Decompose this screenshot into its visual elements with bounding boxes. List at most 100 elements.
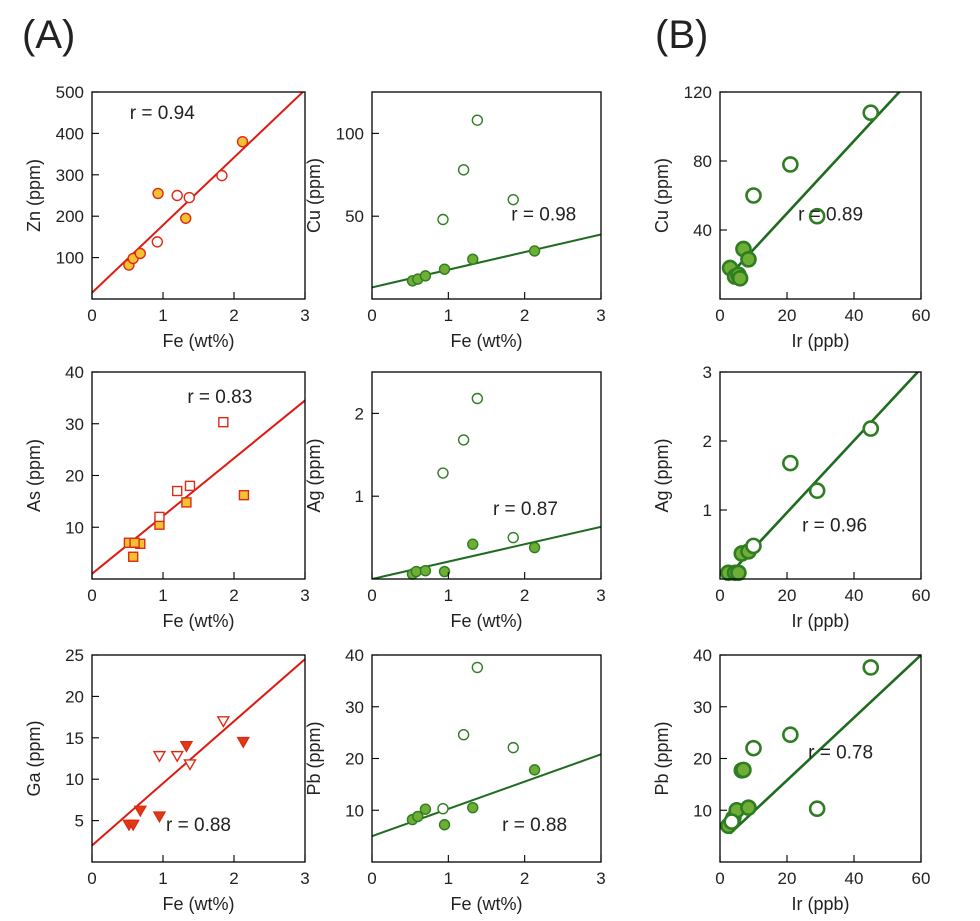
x-tick-label: 1 (158, 869, 167, 888)
x-tick-label: 1 (444, 306, 453, 325)
x-tick-label: 1 (158, 306, 167, 325)
x-tick-label: 1 (444, 869, 453, 888)
x-tick-label: 40 (845, 869, 864, 888)
y-tick-label: 10 (345, 801, 364, 820)
y-tick-label: 200 (56, 207, 84, 226)
data-point (745, 537, 762, 555)
y-tick-label: 20 (65, 467, 84, 486)
data-point (507, 741, 519, 754)
data-point (152, 187, 164, 200)
data-point (184, 480, 196, 492)
fit-line (729, 92, 902, 276)
data-point (457, 164, 470, 176)
fit-line (372, 233, 601, 289)
data-point (740, 799, 757, 816)
y-tick-label: 40 (693, 646, 712, 665)
x-tick-label: 20 (778, 869, 797, 888)
fit-line (92, 92, 305, 294)
x-tick-label: 3 (596, 869, 605, 888)
plot-frame (371, 371, 602, 580)
data-point (862, 420, 880, 437)
x-tick-label: 20 (778, 586, 797, 605)
data-point (410, 565, 422, 578)
data-point (438, 263, 451, 275)
y-tick-label: 20 (65, 687, 84, 706)
data-point (126, 819, 140, 832)
y-axis-label: Cu (ppm) (652, 158, 672, 233)
data-point (180, 212, 192, 224)
y-axis-label: Ag (ppm) (304, 438, 324, 512)
x-tick-label: 0 (367, 306, 376, 325)
data-point (437, 213, 449, 226)
correlation-label: r = 0.88 (502, 815, 567, 836)
x-tick-label: 60 (912, 306, 931, 325)
data-point (467, 801, 479, 814)
correlation-label: r = 0.87 (493, 499, 558, 520)
data-point (218, 416, 229, 428)
data-point (467, 253, 479, 265)
chart-ag-fe: 0 1 2 3 1 2 Fe (wt%) Ag (ppm) r = 0.87 (304, 371, 606, 631)
x-tick-label: 0 (715, 586, 724, 605)
correlation-label: r = 0.89 (798, 204, 863, 225)
fit-line (372, 525, 601, 579)
chart-ga-fe: 0 1 2 3 5 10 15 20 25 Fe (wt%) Ga (ppm) r = 0.88 (24, 646, 310, 914)
plot-frame (371, 91, 602, 300)
y-tick-label: 10 (65, 770, 84, 789)
data-point (419, 270, 432, 282)
x-tick-label: 3 (596, 306, 605, 325)
x-tick-label: 3 (300, 586, 309, 605)
x-tick-label: 60 (912, 869, 931, 888)
data-point (437, 802, 449, 815)
x-tick-label: 0 (87, 306, 96, 325)
x-tick-label: 40 (845, 306, 864, 325)
y-tick-label: 400 (56, 124, 84, 143)
x-tick-label: 0 (87, 586, 96, 605)
x-tick-label: 2 (229, 586, 238, 605)
data-point (154, 511, 165, 523)
fit-line (92, 658, 305, 847)
x-tick-label: 3 (300, 869, 309, 888)
data-point (528, 764, 541, 776)
data-point (134, 247, 146, 260)
data-point (438, 565, 451, 578)
data-point (862, 104, 880, 121)
y-tick-label: 20 (693, 750, 712, 769)
fit-line (727, 372, 920, 577)
data-point (129, 537, 140, 548)
y-tick-label: 50 (345, 207, 364, 226)
y-tick-label: 40 (693, 221, 712, 240)
correlation-label: r = 0.94 (130, 103, 195, 124)
y-tick-label: 30 (345, 698, 364, 717)
data-point (181, 497, 192, 508)
data-point (151, 236, 164, 248)
y-axis-label: Ga (ppm) (24, 720, 44, 796)
data-point (745, 739, 762, 757)
y-tick-label: 1 (355, 487, 364, 506)
data-point (127, 551, 139, 562)
y-tick-label: 100 (336, 124, 364, 143)
data-point (735, 761, 752, 779)
data-point (236, 135, 249, 148)
x-axis-label: Fe (wt%) (451, 611, 523, 631)
data-point (171, 189, 183, 202)
y-axis-label: Ag (ppm) (652, 438, 672, 512)
x-tick-label: 3 (300, 306, 309, 325)
chart-zn-fe: 0 1 2 3 100 200 300 400 500 Fe (wt%) Zn (ppm) r = 0… (24, 83, 310, 351)
data-point (808, 800, 826, 817)
x-tick-label: 0 (87, 869, 96, 888)
y-tick-label: 120 (684, 83, 712, 102)
panel-label-b: (B) (655, 13, 708, 57)
data-point (183, 759, 197, 771)
data-point (419, 803, 432, 815)
chart-pb-fe: 0 1 2 3 10 20 30 40 Fe (wt%) Pb (ppm) r = 0.88 (304, 646, 606, 914)
data-point (731, 269, 749, 287)
data-point (179, 740, 194, 753)
x-axis-label: Fe (wt%) (163, 894, 235, 914)
y-tick-label: 40 (345, 646, 364, 665)
plot-frame (91, 654, 306, 863)
y-tick-label: 20 (345, 750, 364, 769)
data-point (438, 819, 451, 831)
x-tick-label: 0 (715, 869, 724, 888)
y-axis-label: Cu (ppm) (304, 158, 324, 233)
